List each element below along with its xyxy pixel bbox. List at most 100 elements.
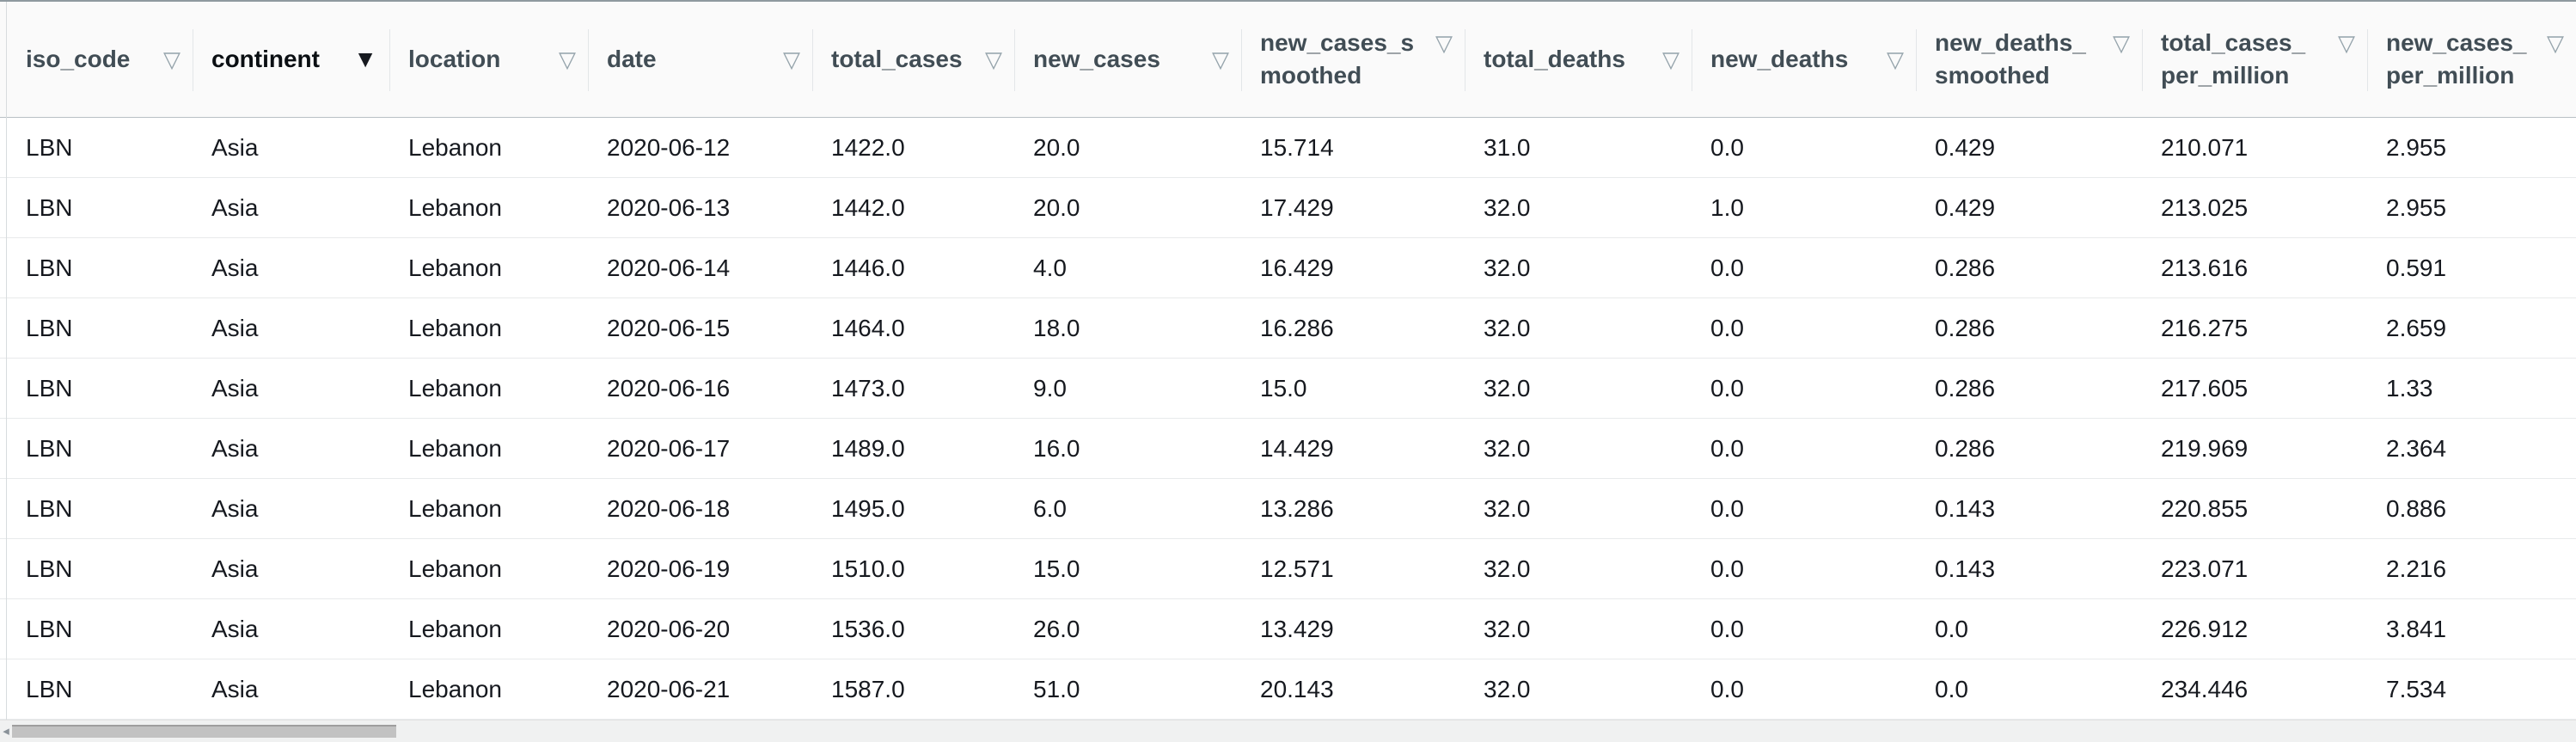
cell-new_cases: 51.0 xyxy=(1033,675,1080,702)
cell-total_cases_per_million: 223.071 xyxy=(2161,555,2249,582)
table-row[interactable]: LBN Asia Lebanon 2020-06-16 1473.0 9.0 15.0 32.… xyxy=(0,359,2576,419)
cell-total_cases_per_million: 217.605 xyxy=(2161,374,2249,402)
column-header-total_cases_per_million[interactable]: total_cases_per_million ▽ xyxy=(2142,2,2367,117)
cell-new_cases: 20.0 xyxy=(1033,193,1080,221)
cell-new_deaths_smoothed: 0.429 xyxy=(1935,193,1996,221)
cell-date: 2020-06-21 xyxy=(607,675,731,702)
horizontal-scrollbar[interactable]: ◂ xyxy=(0,720,2576,742)
cell-iso_code: LBN xyxy=(26,374,73,402)
cell-iso_code: LBN xyxy=(26,555,73,582)
cell-continent: Asia xyxy=(211,254,259,281)
column-header-total_cases[interactable]: total_cases ▽ xyxy=(812,2,1014,117)
filter-icon[interactable]: ▽ xyxy=(1212,46,1229,72)
column-header-iso_code[interactable]: iso_code ▽ xyxy=(7,2,193,117)
cell-total_deaths: 31.0 xyxy=(1484,133,1531,161)
cell-new_deaths_smoothed: 0.286 xyxy=(1935,374,1996,402)
cell-total_cases_per_million: 219.969 xyxy=(2161,434,2249,462)
column-label: total_cases_per_million xyxy=(2161,29,2306,89)
column-label: new_deaths_smoothed xyxy=(1935,29,2086,89)
filter-icon[interactable]: ▽ xyxy=(783,46,800,72)
column-label: new_deaths xyxy=(1710,46,1849,72)
cell-continent: Asia xyxy=(211,314,259,341)
cell-new_cases_per_million: 0.591 xyxy=(2386,254,2447,281)
filter-icon[interactable]: ▽ xyxy=(1435,30,1453,56)
cell-new_cases: 15.0 xyxy=(1033,555,1080,582)
cell-total_cases: 1536.0 xyxy=(831,615,905,642)
cell-total_cases: 1489.0 xyxy=(831,434,905,462)
cell-new_deaths: 0.0 xyxy=(1710,494,1744,522)
filter-icon[interactable]: ▽ xyxy=(985,46,1002,72)
cell-location: Lebanon xyxy=(408,193,503,221)
table-row[interactable]: LBN Asia Lebanon 2020-06-13 1442.0 20.0 17.429… xyxy=(0,178,2576,238)
column-header-continent[interactable]: continent ▼ xyxy=(193,2,389,117)
cell-date: 2020-06-19 xyxy=(607,555,731,582)
cell-new_cases: 26.0 xyxy=(1033,615,1080,642)
cell-new_cases_smoothed: 20.143 xyxy=(1260,675,1334,702)
cell-total_cases_per_million: 210.071 xyxy=(2161,133,2249,161)
cell-total_deaths: 32.0 xyxy=(1484,193,1531,221)
column-header-location[interactable]: location ▽ xyxy=(389,2,588,117)
cell-total_deaths: 32.0 xyxy=(1484,374,1531,402)
filter-icon[interactable]: ▽ xyxy=(1662,46,1680,72)
column-header-new_cases_per_million[interactable]: new_cases_per_million ▽ xyxy=(2367,2,2576,117)
column-header-new_deaths_smoothed[interactable]: new_deaths_smoothed ▽ xyxy=(1916,2,2142,117)
table-row[interactable]: LBN Asia Lebanon 2020-06-12 1422.0 20.0 15.714… xyxy=(0,118,2576,178)
filter-icon[interactable]: ▼ xyxy=(353,46,377,72)
cell-total_cases: 1422.0 xyxy=(831,133,905,161)
cell-new_cases_smoothed: 16.429 xyxy=(1260,254,1334,281)
cell-total_cases_per_million: 213.025 xyxy=(2161,193,2249,221)
cell-continent: Asia xyxy=(211,675,259,702)
cell-location: Lebanon xyxy=(408,374,503,402)
cell-date: 2020-06-20 xyxy=(607,615,731,642)
filter-icon[interactable]: ▽ xyxy=(559,46,576,72)
column-header-new_cases[interactable]: new_cases ▽ xyxy=(1014,2,1241,117)
filter-icon[interactable]: ▽ xyxy=(163,46,181,72)
cell-new_deaths: 0.0 xyxy=(1710,555,1744,582)
cell-date: 2020-06-13 xyxy=(607,193,731,221)
filter-icon[interactable]: ▽ xyxy=(1887,46,1904,72)
cell-date: 2020-06-17 xyxy=(607,434,731,462)
cell-location: Lebanon xyxy=(408,133,503,161)
cell-new_cases_per_million: 1.33 xyxy=(2386,374,2433,402)
cell-iso_code: LBN xyxy=(26,434,73,462)
cell-continent: Asia xyxy=(211,555,259,582)
column-label: new_cases xyxy=(1033,46,1160,72)
cell-new_cases_per_million: 2.955 xyxy=(2386,193,2447,221)
table-row[interactable]: LBN Asia Lebanon 2020-06-19 1510.0 15.0 12.571… xyxy=(0,539,2576,599)
cell-date: 2020-06-18 xyxy=(607,494,731,522)
cell-new_deaths: 0.0 xyxy=(1710,615,1744,642)
cell-new_cases_smoothed: 15.714 xyxy=(1260,133,1334,161)
scroll-left-arrow-icon[interactable]: ◂ xyxy=(3,724,9,739)
cell-new_cases_smoothed: 15.0 xyxy=(1260,374,1307,402)
table-row[interactable]: LBN Asia Lebanon 2020-06-20 1536.0 26.0 13.429… xyxy=(0,599,2576,659)
column-label: location xyxy=(408,46,501,72)
column-header-date[interactable]: date ▽ xyxy=(588,2,812,117)
cell-new_cases_per_million: 2.216 xyxy=(2386,555,2447,582)
filter-icon[interactable]: ▽ xyxy=(2338,30,2355,56)
column-header-new_cases_smoothed[interactable]: new_cases_smoothed ▽ xyxy=(1241,2,1465,117)
filter-icon[interactable]: ▽ xyxy=(2547,30,2564,56)
table-row[interactable]: LBN Asia Lebanon 2020-06-15 1464.0 18.0 16.286… xyxy=(0,298,2576,359)
cell-new_deaths: 0.0 xyxy=(1710,434,1744,462)
column-label: new_cases_per_million xyxy=(2386,29,2527,89)
cell-new_cases_per_million: 0.886 xyxy=(2386,494,2447,522)
cell-new_deaths_smoothed: 0.0 xyxy=(1935,615,1968,642)
column-header-new_deaths[interactable]: new_deaths ▽ xyxy=(1692,2,1916,117)
cell-new_deaths_smoothed: 0.429 xyxy=(1935,133,1996,161)
cell-date: 2020-06-12 xyxy=(607,133,731,161)
scrollbar-thumb[interactable] xyxy=(12,725,396,738)
column-label: iso_code xyxy=(26,46,131,72)
filter-icon[interactable]: ▽ xyxy=(2113,30,2130,56)
cell-iso_code: LBN xyxy=(26,615,73,642)
cell-new_deaths: 0.0 xyxy=(1710,314,1744,341)
cell-new_deaths_smoothed: 0.0 xyxy=(1935,675,1968,702)
cell-location: Lebanon xyxy=(408,615,503,642)
column-header-total_deaths[interactable]: total_deaths ▽ xyxy=(1465,2,1692,117)
table-row[interactable]: LBN Asia Lebanon 2020-06-18 1495.0 6.0 13.286 3… xyxy=(0,479,2576,539)
table-row[interactable]: LBN Asia Lebanon 2020-06-14 1446.0 4.0 16.429 3… xyxy=(0,238,2576,298)
table-row[interactable]: LBN Asia Lebanon 2020-06-21 1587.0 51.0 20.143… xyxy=(0,659,2576,720)
cell-location: Lebanon xyxy=(408,555,503,582)
cell-continent: Asia xyxy=(211,133,259,161)
table-row[interactable]: LBN Asia Lebanon 2020-06-17 1489.0 16.0 14.429… xyxy=(0,419,2576,479)
